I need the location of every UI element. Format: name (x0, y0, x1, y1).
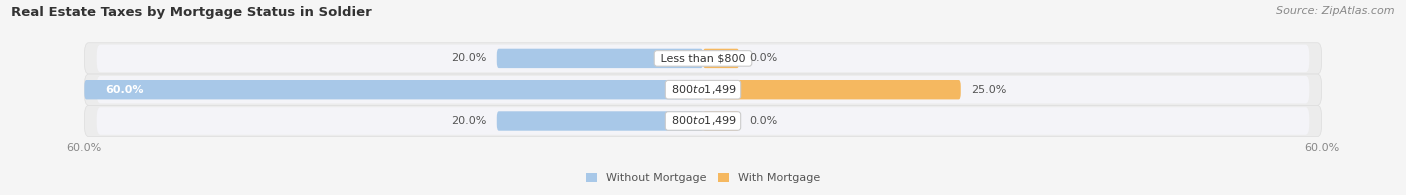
Text: Less than $800: Less than $800 (657, 53, 749, 63)
Text: 0.0%: 0.0% (749, 53, 778, 63)
FancyBboxPatch shape (84, 105, 1322, 137)
Text: $800 to $1,499: $800 to $1,499 (668, 114, 738, 128)
FancyBboxPatch shape (97, 107, 1309, 135)
FancyBboxPatch shape (84, 74, 1322, 105)
FancyBboxPatch shape (703, 111, 740, 131)
Text: 25.0%: 25.0% (972, 85, 1007, 95)
Text: 20.0%: 20.0% (451, 53, 486, 63)
FancyBboxPatch shape (703, 80, 960, 99)
FancyBboxPatch shape (84, 80, 703, 99)
Text: 0.0%: 0.0% (749, 116, 778, 126)
Text: $800 to $1,499: $800 to $1,499 (668, 83, 738, 96)
FancyBboxPatch shape (496, 49, 703, 68)
Text: 20.0%: 20.0% (451, 116, 486, 126)
FancyBboxPatch shape (496, 111, 703, 131)
Text: Source: ZipAtlas.com: Source: ZipAtlas.com (1277, 6, 1395, 16)
FancyBboxPatch shape (703, 49, 740, 68)
FancyBboxPatch shape (84, 43, 1322, 74)
FancyBboxPatch shape (97, 45, 1309, 72)
Text: 60.0%: 60.0% (105, 85, 143, 95)
Legend: Without Mortgage, With Mortgage: Without Mortgage, With Mortgage (582, 168, 824, 188)
Text: Real Estate Taxes by Mortgage Status in Soldier: Real Estate Taxes by Mortgage Status in … (11, 6, 373, 19)
FancyBboxPatch shape (97, 76, 1309, 104)
